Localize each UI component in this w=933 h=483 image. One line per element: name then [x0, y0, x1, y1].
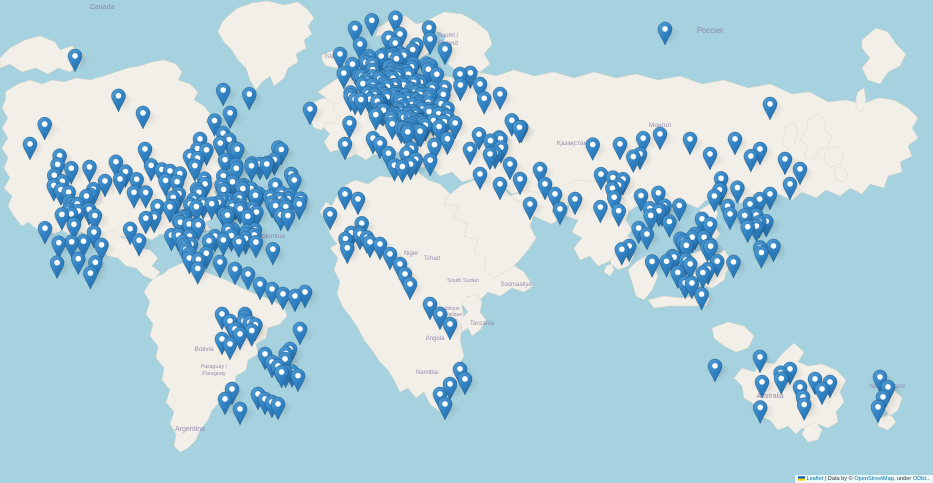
svg-text:Россия: Россия [697, 26, 723, 35]
svg-text:Қазақстан: Қазақстан [557, 140, 588, 147]
svg-text:Suomi /: Suomi / [438, 33, 459, 39]
svg-text:Bolivia: Bolivia [194, 346, 214, 353]
svg-text:Paraguay /: Paraguay / [201, 364, 228, 370]
svg-text:Niger: Niger [404, 251, 418, 257]
svg-text:Angola: Angola [426, 336, 445, 342]
svg-text:Soomaaliya: Soomaaliya [500, 282, 532, 288]
svg-text:Canada: Canada [90, 4, 115, 11]
svg-text:Tanzania: Tanzania [470, 321, 495, 327]
svg-text:Namibia: Namibia [416, 370, 439, 376]
svg-text:Tchad: Tchad [424, 256, 440, 262]
svg-text:South Sudan: South Sudan [447, 278, 479, 284]
svg-text:Paraguay: Paraguay [202, 371, 226, 377]
svg-text:Argentina: Argentina [175, 426, 205, 433]
